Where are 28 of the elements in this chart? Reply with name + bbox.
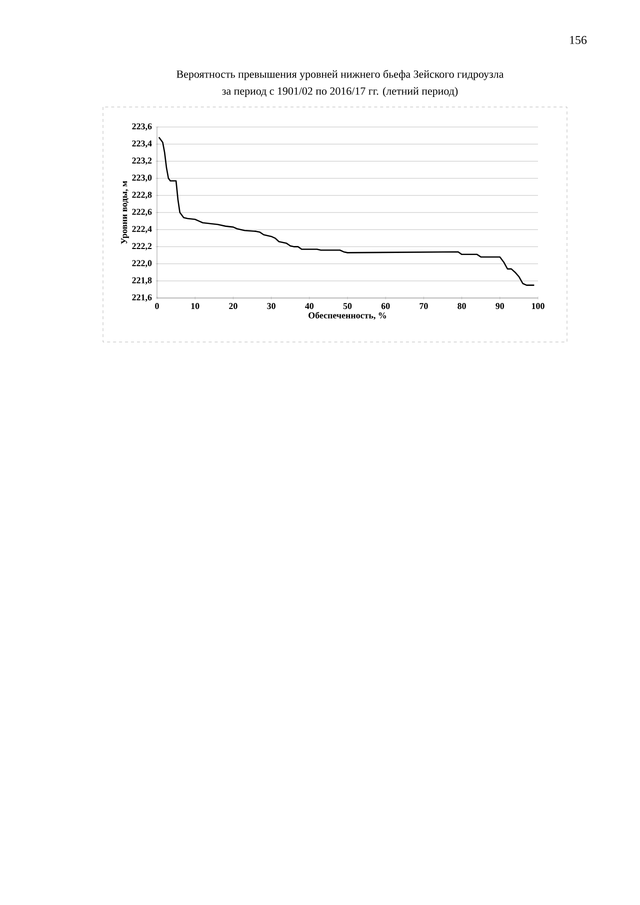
text: 156 — [570, 36, 587, 44]
x-tick-label: 30 — [267, 303, 276, 310]
x-tick-label: 90 — [496, 303, 504, 310]
y-tick-label: 223,4 — [132, 140, 152, 148]
x-tick-label: 50 — [343, 303, 352, 310]
y-tick-label: 223,6 — [132, 123, 152, 131]
y-tick-label: 223,0 — [132, 174, 152, 182]
x-axis-title: Обеспеченность, % — [308, 312, 386, 320]
x-tick-label: 0 — [155, 303, 159, 310]
line-series — [158, 136, 535, 286]
chart-subtitle: за период с 1901/02 по 2016/17 гг. (летний период) — [222, 87, 458, 97]
y-axis-title: Уровни воды, м — [121, 180, 129, 244]
y-tick-label: 222,0 — [132, 260, 152, 268]
y-tick-label: 222,8 — [132, 192, 152, 200]
x-tick-label: 40 — [305, 303, 314, 310]
x-tick-label: 20 — [229, 303, 238, 310]
y-tick-label: 223,2 — [132, 158, 152, 165]
x-tick-label: 80 — [458, 303, 466, 310]
y-tick-label: 221,8 — [132, 277, 152, 285]
x-tick-label: 10 — [191, 303, 200, 310]
y-tick-label: 222,6 — [132, 208, 152, 216]
y-tick-label: 221,6 — [132, 294, 152, 302]
x-tick-label: 100 — [532, 303, 544, 310]
x-tick-label: 60 — [381, 303, 390, 310]
x-tick-label: 70 — [420, 303, 428, 310]
chart-title: Вероятность превышения уровней нижнего бьефа Зейского гидроузла — [176, 70, 504, 80]
y-tick-label: 222,2 — [132, 243, 152, 250]
y-tick-label: 222,4 — [132, 226, 152, 234]
